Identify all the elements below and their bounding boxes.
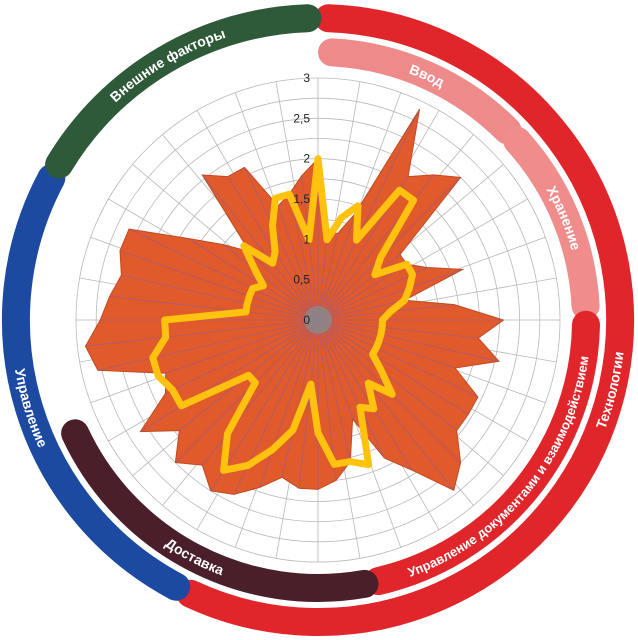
tick-label: 1 xyxy=(303,232,310,246)
series-1-spoke xyxy=(85,319,319,347)
series-1-spoke xyxy=(281,319,319,478)
group-arc xyxy=(318,38,522,145)
series-1-spoke xyxy=(317,319,456,369)
series-1-spoke xyxy=(165,319,319,374)
series-1-spoke xyxy=(119,250,319,321)
series-1-spoke xyxy=(317,319,413,471)
center-hub xyxy=(304,306,332,334)
series-1-spoke xyxy=(121,274,319,321)
series-1-spoke xyxy=(317,319,479,339)
series-1-spoke xyxy=(317,319,469,415)
tick-label: 2,5 xyxy=(293,111,310,125)
group-arc xyxy=(45,4,322,179)
series-1-spoke xyxy=(259,319,319,488)
series-1-spoke xyxy=(201,174,319,321)
series-1-spoke xyxy=(317,319,337,481)
series-1-spoke xyxy=(201,319,319,466)
group-arc xyxy=(61,419,379,602)
series-1-spoke xyxy=(317,269,463,321)
series-1-spoke xyxy=(128,228,319,321)
series-1-spoke xyxy=(317,319,351,462)
tick-label: 0 xyxy=(303,313,310,327)
group-arc xyxy=(364,310,600,596)
series-1-spoke xyxy=(317,319,457,431)
series-1-spoke xyxy=(210,319,319,492)
tick-label: 0,5 xyxy=(293,273,310,287)
series-1-spoke xyxy=(317,319,385,459)
tick-label: 2 xyxy=(303,152,310,166)
series-layer xyxy=(84,108,505,495)
series-1-spoke xyxy=(317,319,353,420)
series-1-spoke xyxy=(97,319,319,371)
group-arc xyxy=(176,4,635,637)
series-1-spoke xyxy=(244,167,319,321)
group-arc xyxy=(1,164,191,601)
series-1-spoke xyxy=(317,231,329,321)
group-arc xyxy=(503,126,600,320)
tick-label: 3 xyxy=(303,71,310,85)
series-1-spoke xyxy=(288,194,319,321)
series-1-area xyxy=(84,108,505,495)
series-1-spoke xyxy=(109,296,319,321)
series-1-spoke xyxy=(165,319,319,394)
series-1-spoke xyxy=(301,175,319,321)
tick-label: 1,5 xyxy=(293,192,310,206)
series-2-line xyxy=(149,155,418,474)
series-1-spoke xyxy=(187,238,319,321)
series-1-spoke xyxy=(249,251,319,321)
series-1-spoke xyxy=(317,299,405,321)
series-1-spoke xyxy=(317,233,339,321)
group-label: Внешние факторы xyxy=(107,25,228,105)
series-1-spoke xyxy=(317,319,479,398)
series-1-spoke xyxy=(317,254,401,321)
group-label-text: Внешние факторы xyxy=(107,25,228,105)
series-1-spoke xyxy=(277,205,319,321)
series-1-spoke xyxy=(317,263,408,321)
series-1-spoke xyxy=(317,319,455,491)
series-1-spoke xyxy=(223,244,319,321)
series-1-spoke xyxy=(317,109,420,321)
series-1-spoke xyxy=(317,319,499,362)
series-1-spoke xyxy=(140,319,319,432)
series-1-spoke xyxy=(298,319,319,489)
tick-labels: 0 0,5 1 1,5 2 2,5 3 xyxy=(293,71,310,327)
series-1-spoke xyxy=(317,213,356,321)
